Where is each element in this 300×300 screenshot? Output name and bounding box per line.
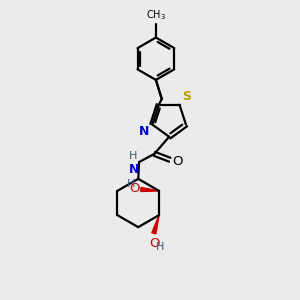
Text: O: O: [172, 155, 183, 168]
Text: H: H: [156, 242, 164, 252]
Text: O: O: [149, 237, 160, 250]
Text: O: O: [129, 182, 140, 195]
Polygon shape: [152, 215, 159, 234]
Polygon shape: [141, 188, 159, 191]
Text: H: H: [128, 151, 137, 160]
Text: S: S: [182, 90, 191, 103]
Text: N: N: [139, 125, 149, 138]
Text: CH$_3$: CH$_3$: [146, 8, 167, 22]
Text: N: N: [128, 163, 139, 176]
Text: H: H: [126, 179, 135, 189]
